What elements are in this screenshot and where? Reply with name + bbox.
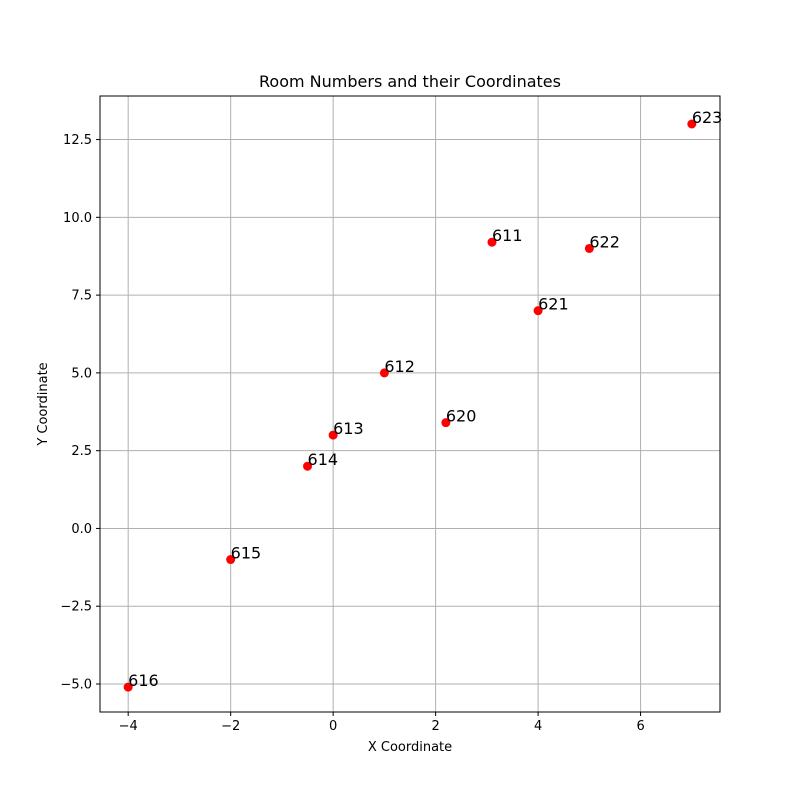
point-label-614: 614 <box>308 450 339 469</box>
y-tick-label: 12.5 <box>63 133 92 148</box>
x-tick-label: 0 <box>329 719 337 734</box>
data-point-620 <box>441 418 451 428</box>
data-point-614 <box>303 461 313 471</box>
data-point-615 <box>226 555 236 565</box>
plot-frame <box>99 95 721 713</box>
data-point-622 <box>584 243 594 253</box>
point-label-611: 611 <box>492 226 523 245</box>
point-label-620: 620 <box>446 407 477 426</box>
data-point-613 <box>328 430 338 440</box>
x-axis-label: X Coordinate <box>368 740 452 755</box>
data-point-616 <box>123 682 133 692</box>
points-layer <box>123 119 697 692</box>
y-tick-label: 10.0 <box>63 211 92 226</box>
y-tick-label: −5.0 <box>60 678 92 693</box>
y-tick-label: −2.5 <box>60 600 92 615</box>
ticks-layer: −4 −2 0 2 4 6 −5.0 −2.5 0.0 2.5 5.0 7.5 10.0 12.5 <box>60 133 644 734</box>
grid-layer <box>100 96 720 712</box>
y-axis-label: Y Coordinate <box>36 362 51 446</box>
point-label-615: 615 <box>231 544 262 563</box>
x-tick-label: −4 <box>119 719 138 734</box>
y-tick-label: 2.5 <box>71 444 92 459</box>
point-label-612: 612 <box>384 357 415 376</box>
data-point-621 <box>533 306 543 316</box>
x-tick-label: 6 <box>636 719 644 734</box>
point-label-622: 622 <box>589 232 620 251</box>
point-label-616: 616 <box>128 671 159 690</box>
point-labels-layer: 611 612 613 614 615 616 620 621 622 623 <box>128 108 722 690</box>
point-label-623: 623 <box>692 108 723 127</box>
x-tick-label: 4 <box>534 719 542 734</box>
point-label-613: 613 <box>333 419 364 438</box>
chart-title: Room Numbers and their Coordinates <box>259 72 561 91</box>
data-point-623 <box>687 119 697 129</box>
x-tick-label: 2 <box>431 719 439 734</box>
data-point-612 <box>379 368 389 378</box>
y-tick-label: 7.5 <box>71 289 92 304</box>
y-tick-label: 0.0 <box>71 522 92 537</box>
x-tick-label: −2 <box>221 719 240 734</box>
data-point-611 <box>487 237 497 247</box>
point-label-621: 621 <box>538 295 569 314</box>
y-tick-label: 5.0 <box>71 366 92 381</box>
